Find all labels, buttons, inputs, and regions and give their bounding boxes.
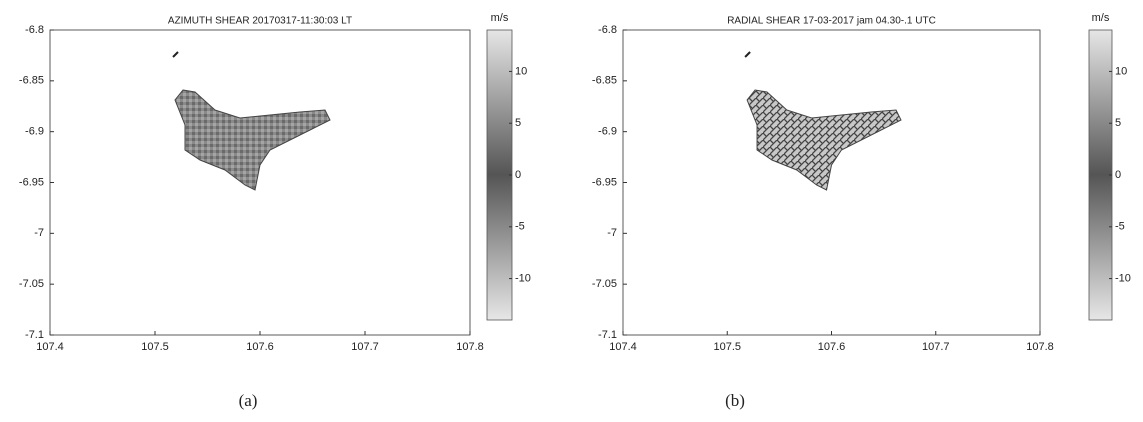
x-tick-label: 107.7 <box>351 341 379 353</box>
shear-speck <box>172 51 179 58</box>
x-tick-label: 107.6 <box>818 341 846 353</box>
x-tick-label: 107.6 <box>246 341 274 353</box>
y-tick-label: -7.1 <box>25 329 44 341</box>
shear-speck <box>744 51 751 58</box>
colorbar-tick-label: 10 <box>515 65 527 77</box>
y-tick-label: -6.9 <box>25 126 44 138</box>
chart-title: AZIMUTH SHEAR 20170317-11:30:03 LT <box>168 16 352 27</box>
x-tick-label: 107.8 <box>456 341 484 353</box>
caption: (a) <box>239 391 258 410</box>
colorbar-tick-label: -5 <box>515 221 525 233</box>
x-tick-label: 107.4 <box>36 341 64 353</box>
x-tick-label: 107.4 <box>609 341 637 353</box>
y-tick-label: -7.05 <box>592 278 617 290</box>
caption: (b) <box>725 391 745 410</box>
colorbar-tick-label: 0 <box>1115 169 1121 181</box>
colorbar-tick-label: 5 <box>1115 117 1121 129</box>
colorbar-tick-label: -5 <box>1115 221 1125 233</box>
y-tick-label: -7 <box>34 227 44 239</box>
shear-region <box>746 89 902 191</box>
y-tick-label: -6.95 <box>592 176 617 188</box>
x-tick-label: 107.5 <box>141 341 169 353</box>
y-tick-label: -6.85 <box>592 75 617 87</box>
colorbar-tick-label: -10 <box>515 272 531 284</box>
colorbar-tick-label: 0 <box>515 169 521 181</box>
x-tick-label: 107.7 <box>922 341 950 353</box>
chart-title: RADIAL SHEAR 17-03-2017 jam 04.30-.1 UTC <box>727 16 936 27</box>
y-tick-label: -6.8 <box>25 24 44 36</box>
y-tick-label: -6.9 <box>598 126 617 138</box>
y-tick-label: -7.05 <box>19 278 44 290</box>
plot-area <box>622 29 1041 336</box>
colorbar-tick-label: 5 <box>515 117 521 129</box>
colorbar-label: m/s <box>491 12 509 24</box>
y-tick-label: -7.1 <box>598 329 617 341</box>
colorbar <box>486 29 513 321</box>
x-tick-label: 107.8 <box>1026 341 1054 353</box>
colorbar-tick-label: 10 <box>1115 65 1127 77</box>
y-tick-label: -7 <box>607 227 617 239</box>
x-tick-label: 107.5 <box>713 341 741 353</box>
colorbar-label: m/s <box>1092 12 1110 24</box>
shear-region <box>174 89 331 191</box>
y-tick-label: -6.8 <box>598 24 617 36</box>
colorbar <box>1088 29 1113 321</box>
plot-area <box>49 29 471 336</box>
colorbar-tick-label: -10 <box>1115 272 1131 284</box>
y-tick-label: -6.95 <box>19 176 44 188</box>
y-tick-label: -6.85 <box>19 75 44 87</box>
